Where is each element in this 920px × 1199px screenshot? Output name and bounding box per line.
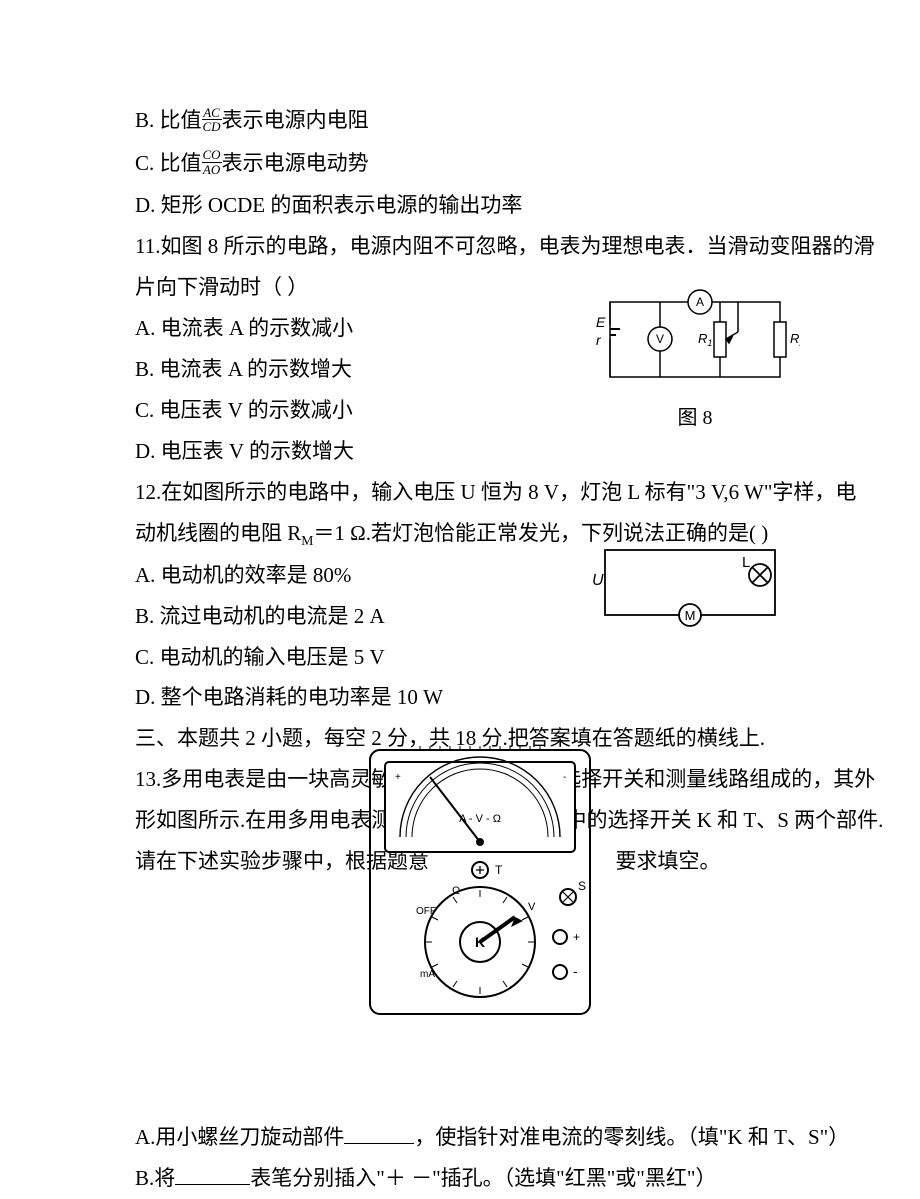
p-minus: -: [563, 772, 566, 783]
lamp-label: L: [742, 554, 750, 571]
frac-num: CO: [202, 148, 222, 163]
off-label: OFF: [416, 906, 436, 917]
jack-plus: +: [573, 930, 580, 944]
text: B.将: [135, 1166, 175, 1190]
motor-label: M: [685, 608, 696, 623]
q10-opt-D: D. 矩形 OCDE 的面积表示电源的输出功率: [135, 185, 800, 226]
q10-opt-B: B. 比值ACCD表示电源内电阻: [135, 100, 800, 143]
V-label: V: [528, 901, 536, 913]
jack-minus: -: [573, 963, 578, 979]
p-plus: +: [395, 772, 401, 783]
emf-label: E: [596, 314, 606, 330]
text: 要求填空。: [616, 849, 721, 873]
text: B. 比值: [135, 108, 202, 132]
q12-opt-C: C. 电动机的输入电压是 5 V: [135, 637, 800, 678]
text: A.用小螺丝刀旋动部件: [135, 1125, 344, 1149]
subscript: M: [301, 533, 313, 548]
q13-opt-B: B.将 表笔分别插入"＋ －"插孔。（选填"红黑"或"黑红"）: [135, 1158, 800, 1199]
text: 表示电源电动势: [222, 151, 369, 175]
q11-stem-line1: 11.如图 8 所示的电路，电源内阻不可忽略，电表为理想电表．当滑动变阻器的滑: [135, 226, 800, 267]
text: 动机线圈的电阻 R: [135, 521, 301, 545]
R2-label: R2: [790, 331, 800, 348]
multimeter-svg: A - V - Ω T S K OFF Ω V mA + - + -: [360, 742, 600, 1022]
mA-label: mA: [420, 969, 435, 980]
U-label: U: [592, 572, 604, 589]
T-label: T: [495, 863, 503, 877]
fill-blank: [344, 1122, 414, 1144]
text: 请在下述实验步骤中，根据题意: [135, 841, 360, 882]
text: 表笔分别插入"＋ －"插孔。（选填"红黑"或"黑红"）: [250, 1166, 716, 1190]
S-label: S: [578, 879, 586, 893]
frac-den: AO: [202, 163, 222, 177]
exam-page: B. 比值ACCD表示电源内电阻 C. 比值COAO表示电源电动势 D. 矩形 …: [0, 0, 920, 1192]
K-label: K: [475, 934, 485, 950]
text: C. 比值: [135, 151, 202, 175]
motor-svg: U L M: [590, 535, 790, 630]
circuit-fig8: A V E r R1 R2 图 8: [590, 277, 800, 438]
q12-stem-line1: 12.在如图所示的电路中，输入电压 U 恒为 8 V，灯泡 L 标有"3 V,6…: [135, 472, 800, 513]
r-label: r: [596, 332, 602, 348]
q13-opt-A: A.用小螺丝刀旋动部件，使指针对准电流的零刻线。（填"K 和 T、S"）: [135, 1117, 800, 1158]
text: ，使指针对准电流的零刻线。（填"K 和 T、S"）: [414, 1125, 849, 1149]
frac-num: AC: [202, 106, 222, 121]
circuit-motor: U L M: [590, 535, 790, 630]
voltmeter-label: V: [656, 332, 664, 346]
frac-den: CD: [202, 120, 222, 134]
text: 表示电源内电阻: [222, 108, 369, 132]
q12-opt-D: D. 整个电路消耗的电功率是 10 W: [135, 677, 800, 718]
ohm-label: Ω: [452, 885, 460, 897]
multimeter-figure: A - V - Ω T S K OFF Ω V mA + - + -: [360, 742, 600, 1022]
ammeter-label: A: [696, 295, 704, 309]
q10-opt-C: C. 比值COAO表示电源电动势: [135, 143, 800, 186]
fraction: COAO: [202, 144, 222, 185]
fill-blank: [175, 1163, 250, 1185]
fraction: ACCD: [202, 102, 222, 143]
scale-label: A - V - Ω: [459, 813, 501, 825]
circuit-svg: A V E r R1 R2: [590, 277, 800, 397]
R1-label: R1: [698, 331, 712, 348]
fig8-caption: 图 8: [590, 399, 800, 438]
